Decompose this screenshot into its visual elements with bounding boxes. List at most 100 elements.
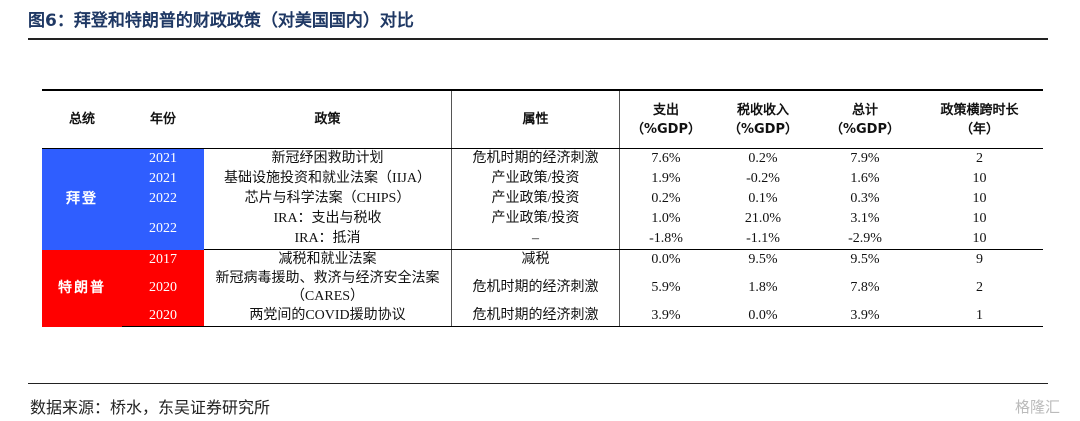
title: 图6：拜登和特朗普的财政政策（对美国国内）对比: [28, 11, 414, 31]
table-row: 拜登 2021 新冠纾困救助计划 危机时期的经济刺激 7.6% 0.2% 7.9% 2: [42, 148, 1043, 250]
column-header: 总计 （%GDP）: [814, 89, 916, 149]
duration-cell: 10: [916, 189, 1043, 209]
duration-cell: 9: [916, 250, 1043, 271]
spending: 0.2%: [651, 191, 681, 206]
revenue: 9.5%: [748, 252, 778, 267]
policy: 新冠纾困救助计划: [271, 151, 384, 166]
header-text: （%GDP）: [630, 121, 701, 137]
policy: 减税和就业法案: [278, 252, 377, 267]
president-cell: 特朗普: [42, 249, 122, 327]
total: 0.3%: [850, 191, 880, 206]
total: 3.1%: [850, 211, 880, 226]
duration: 10: [972, 231, 987, 246]
rule: [28, 38, 1048, 40]
revenue-cell: 21.0%: [712, 209, 814, 229]
column-header: 属性: [451, 89, 620, 149]
total: -2.9%: [848, 231, 882, 246]
policy-cell: 两党间的COVID援助协议: [204, 306, 452, 327]
revenue-cell: -1.1%: [712, 229, 814, 250]
year: 2021: [149, 171, 177, 186]
attribute: 减税: [521, 252, 550, 267]
policy: IRA：支出与税收: [273, 211, 382, 226]
policy: 基础设施投资和就业法案（IIJA）: [224, 171, 431, 186]
header-text: 年份: [149, 112, 176, 127]
policy: 新冠病毒援助、救济与经济安全法案（CARES）: [215, 271, 440, 304]
year: 2020: [149, 280, 177, 295]
attribute-cell: 危机时期的经济刺激: [451, 270, 620, 306]
duration-cell: 2: [916, 270, 1043, 306]
duration: 1: [976, 308, 983, 323]
revenue: 1.8%: [748, 280, 778, 295]
revenue: 0.1%: [748, 191, 778, 206]
attribute-cell: 减税: [451, 249, 620, 270]
revenue-cell: 9.5%: [712, 250, 814, 271]
table-row: 2020 新冠病毒援助、救济与经济安全法案（CARES） 危机时期的经济刺激 5.9%…: [42, 270, 1043, 306]
attribute-cell: 产业政策/投资: [451, 209, 620, 229]
president: 特朗普: [58, 280, 106, 296]
revenue: -1.1%: [746, 231, 780, 246]
policy-cell: IRA：抵消: [204, 229, 452, 250]
duration-cell: 10: [916, 169, 1043, 189]
policy-table: 总统 年份 政策 属性 支出 （%GDP） 税收收入 （%GDP） 总计 （%GDP） 政策横跨时长…: [42, 89, 1043, 327]
president-cell: 拜登: [42, 148, 122, 250]
revenue: 0.0%: [748, 308, 778, 323]
revenue-cell: -0.2%: [712, 169, 814, 189]
year-cell: 2017: [122, 249, 204, 270]
header-text: 属性: [522, 112, 549, 127]
policy: 芯片与科学法案（CHIPS）: [244, 191, 411, 206]
duration: 10: [972, 171, 987, 186]
header-row: 总统 年份 政策 属性 支出 （%GDP） 税收收入 （%GDP） 总计 （%GDP） 政策横跨时长…: [42, 89, 1043, 149]
year-cell: 2022: [122, 189, 204, 209]
spending-cell: 1.0%: [620, 209, 713, 229]
attribute: 产业政策/投资: [491, 211, 580, 226]
attribute: 产业政策/投资: [491, 191, 580, 206]
attribute: –: [532, 231, 539, 246]
year-cell: 2020: [122, 270, 204, 306]
table-row: 特朗普 2017 减税和就业法案 减税 0.0% 9.5% 9.5% 9: [42, 249, 1043, 327]
policy: 两党间的COVID援助协议: [249, 308, 406, 323]
duration: 9: [976, 252, 983, 267]
header-text: （%GDP）: [829, 121, 900, 137]
spending: 3.9%: [651, 308, 681, 323]
attribute: 危机时期的经济刺激: [472, 280, 599, 295]
duration-cell: 10: [916, 209, 1043, 229]
revenue: 21.0%: [744, 211, 782, 226]
column-header: 支出 （%GDP）: [619, 89, 712, 149]
attribute-cell: –: [451, 229, 620, 250]
revenue-cell: 0.0%: [712, 306, 814, 327]
header-text: 支出: [652, 102, 679, 118]
year-cell: 2021: [122, 169, 204, 189]
policy: IRA：抵消: [294, 231, 361, 246]
header-text: 总统: [68, 112, 95, 127]
column-header: 政策横跨时长 （年）: [916, 89, 1043, 149]
table-row: 2020 两党间的COVID援助协议 危机时期的经济刺激 3.9% 0.0% 3.9% 1: [42, 306, 1043, 327]
year-cell: 2020: [122, 306, 204, 327]
total: 9.5%: [850, 252, 880, 267]
year: 2022: [149, 191, 177, 206]
spending: 1.0%: [651, 211, 681, 226]
total-cell: 7.8%: [814, 270, 916, 306]
revenue-cell: 0.2%: [712, 149, 814, 170]
year: 2017: [149, 251, 177, 267]
spending-cell: 0.2%: [620, 189, 713, 209]
column-header: 总统: [42, 89, 122, 149]
rule: [28, 383, 1048, 384]
header-text: 税收收入: [736, 102, 789, 118]
revenue: -0.2%: [746, 171, 780, 186]
attribute-cell: 危机时期的经济刺激: [451, 306, 620, 327]
duration-cell: 10: [916, 229, 1043, 250]
policy-cell: 新冠病毒援助、救济与经济安全法案（CARES）: [204, 270, 452, 306]
attribute-cell: 产业政策/投资: [451, 169, 620, 189]
table-row: 2021 基础设施投资和就业法案（IIJA） 产业政策/投资 1.9% -0.2% 1.6…: [42, 169, 1043, 189]
table-row: 2022 芯片与科学法案（CHIPS） 产业政策/投资 0.2% 0.1% 0.3% 10: [42, 189, 1043, 209]
policy-cell: 新冠纾困救助计划: [204, 148, 452, 169]
header-text: （%GDP）: [727, 121, 798, 137]
attribute: 产业政策/投资: [491, 171, 580, 186]
total-cell: 3.9%: [814, 306, 916, 327]
total-cell: 0.3%: [814, 189, 916, 209]
total-cell: 9.5%: [814, 250, 916, 271]
spending: 5.9%: [651, 280, 681, 295]
spending-cell: -1.8%: [619, 229, 712, 250]
total: 7.8%: [850, 280, 880, 295]
